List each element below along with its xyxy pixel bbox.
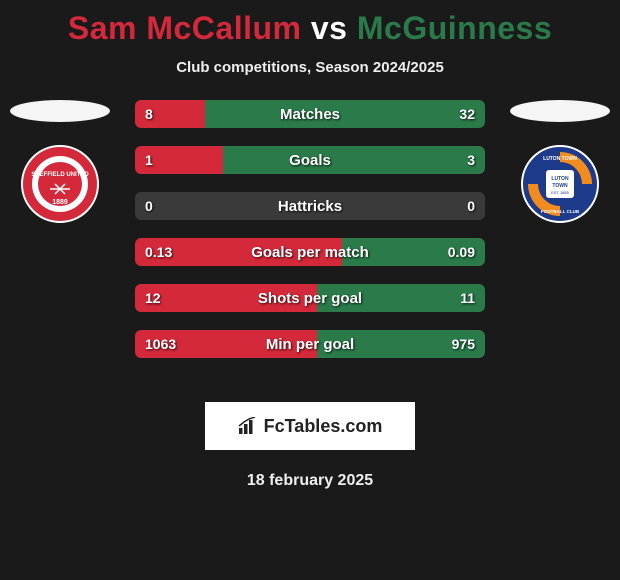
player-right-name: McGuinness xyxy=(357,10,552,46)
brand-text: FcTables.com xyxy=(264,416,383,437)
stats-container: 832Matches 13Goals 00Hattricks 0.130.09Goal… xyxy=(135,100,485,358)
stat-label: Min per goal xyxy=(135,330,485,358)
page-title: Sam McCallum vs McGuinness xyxy=(0,0,620,47)
svg-text:LUTON TOWN: LUTON TOWN xyxy=(543,156,577,162)
svg-text:LUTON: LUTON xyxy=(551,176,569,182)
club-left-column: SHEFFIELD UNITED 1889 xyxy=(0,100,120,224)
stat-label: Matches xyxy=(135,100,485,128)
stat-row: 0.130.09Goals per match xyxy=(135,238,485,266)
stat-label: Shots per goal xyxy=(135,284,485,312)
subtitle: Club competitions, Season 2024/2025 xyxy=(0,59,620,76)
svg-text:TOWN: TOWN xyxy=(552,183,568,189)
stat-row: 1063975Min per goal xyxy=(135,330,485,358)
date-text: 18 february 2025 xyxy=(0,472,620,490)
stat-label: Hattricks xyxy=(135,192,485,220)
svg-text:1889: 1889 xyxy=(52,199,68,206)
comparison-area: SHEFFIELD UNITED 1889 LUTON TOWN EST 188… xyxy=(0,100,620,380)
brand-box[interactable]: FcTables.com xyxy=(205,402,415,450)
stat-row: 1211Shots per goal xyxy=(135,284,485,312)
stat-row: 832Matches xyxy=(135,100,485,128)
stat-row: 00Hattricks xyxy=(135,192,485,220)
svg-text:SHEFFIELD UNITED: SHEFFIELD UNITED xyxy=(31,172,89,178)
chart-icon xyxy=(238,417,260,435)
svg-text:EST 1885: EST 1885 xyxy=(551,190,569,195)
stat-row: 13Goals xyxy=(135,146,485,174)
club-right-badge: LUTON TOWN EST 1885 LUTON TOWN FOOTBALL … xyxy=(520,144,600,224)
stat-label: Goals xyxy=(135,146,485,174)
club-left-badge: SHEFFIELD UNITED 1889 xyxy=(20,144,100,224)
svg-text:FOOTBALL CLUB: FOOTBALL CLUB xyxy=(541,209,580,214)
vs-text: vs xyxy=(311,10,348,46)
player-left-name: Sam McCallum xyxy=(68,10,302,46)
player-right-silhouette xyxy=(510,100,610,122)
stat-label: Goals per match xyxy=(135,238,485,266)
club-right-column: LUTON TOWN EST 1885 LUTON TOWN FOOTBALL … xyxy=(500,100,620,224)
player-left-silhouette xyxy=(10,100,110,122)
